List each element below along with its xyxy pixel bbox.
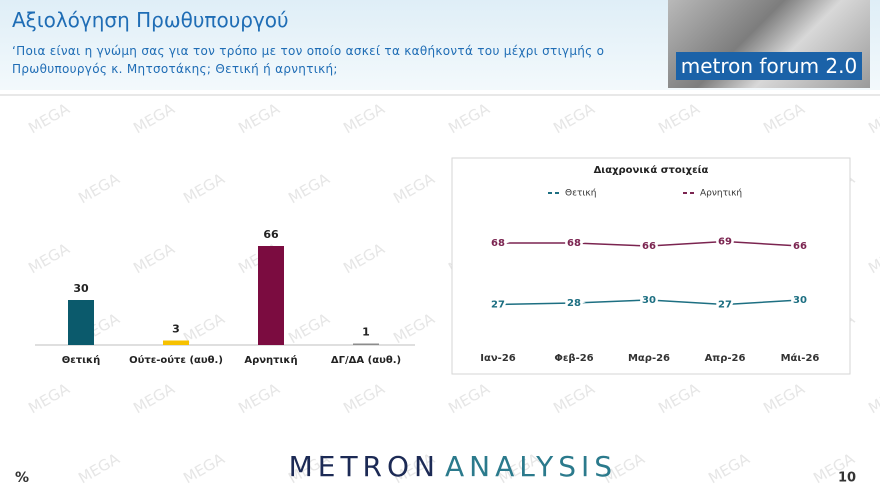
header: Αξιολόγηση Πρωθυπουργού ‘Ποια είναι η γν… bbox=[0, 0, 880, 90]
watermark: MEGA bbox=[130, 379, 178, 417]
watermark: MEGA bbox=[550, 99, 598, 137]
watermark: MEGA bbox=[285, 309, 333, 347]
brand-right: ANALYSIS bbox=[445, 450, 617, 483]
watermark: MEGA bbox=[180, 169, 228, 207]
watermark: MEGA bbox=[285, 169, 333, 207]
value-label: 66 bbox=[793, 241, 807, 252]
bar bbox=[353, 343, 379, 345]
watermark: MEGA bbox=[865, 379, 880, 417]
logo-image: metron forum 2.0 bbox=[668, 0, 870, 88]
title: Αξιολόγηση Πρωθυπουργού bbox=[12, 8, 289, 32]
value-label: 68 bbox=[491, 238, 505, 249]
value-label: 66 bbox=[642, 241, 656, 252]
watermark: MEGA bbox=[760, 99, 808, 137]
watermark: MEGA bbox=[865, 99, 880, 137]
watermark: MEGA bbox=[25, 99, 73, 137]
x-tick-label: Φεβ-26 bbox=[554, 353, 593, 364]
x-tick-label: Ιαν-26 bbox=[480, 353, 516, 364]
value-label: 3 bbox=[172, 323, 180, 336]
x-tick-label: Μαρ-26 bbox=[628, 353, 670, 364]
watermark: MEGA bbox=[130, 239, 178, 277]
subtitle: ‘Ποια είναι η γνώμη σας για τον τρόπο με… bbox=[12, 44, 605, 76]
watermark: MEGA bbox=[760, 379, 808, 417]
logo-text: metron forum 2.0 bbox=[676, 52, 862, 80]
value-label: 30 bbox=[73, 282, 89, 295]
legend-label: Αρνητική bbox=[700, 189, 742, 199]
value-label: 66 bbox=[263, 228, 279, 241]
bar bbox=[163, 340, 189, 345]
x-tick-label: Μάι-26 bbox=[781, 352, 820, 364]
page-number: 10 bbox=[838, 471, 856, 486]
bar bbox=[68, 300, 94, 345]
watermark: MEGA bbox=[25, 379, 73, 417]
unit: % bbox=[15, 470, 29, 486]
x-tick-label: Θετική bbox=[62, 354, 101, 366]
line bbox=[498, 240, 801, 247]
watermark: MEGA bbox=[235, 99, 283, 137]
line-title: Διαχρονικά στοιχεία bbox=[594, 164, 709, 176]
bar bbox=[258, 246, 284, 345]
x-tick-label: Ούτε-ούτε (αυθ.) bbox=[129, 354, 223, 366]
watermark: MEGA bbox=[180, 449, 228, 487]
watermark: MEGA bbox=[865, 239, 880, 277]
value-label: 27 bbox=[491, 300, 505, 311]
line bbox=[497, 299, 801, 306]
x-tick-label: ΔΓ/ΔΑ (αυθ.) bbox=[331, 355, 401, 366]
watermark: MEGA bbox=[340, 239, 388, 277]
x-tick-label: Αρνητική bbox=[244, 354, 297, 366]
brand-left: METRON bbox=[289, 450, 440, 483]
watermark: MEGA bbox=[390, 169, 438, 207]
value-label: 1 bbox=[362, 326, 370, 339]
watermark: MEGA bbox=[340, 99, 388, 137]
value-label: 30 bbox=[642, 295, 656, 306]
value-label: 27 bbox=[718, 300, 732, 311]
watermark: MEGA bbox=[75, 169, 123, 207]
value-label: 69 bbox=[718, 237, 732, 248]
watermark: MEGA bbox=[445, 379, 493, 417]
watermark: MEGA bbox=[25, 239, 73, 277]
watermark: MEGA bbox=[655, 379, 703, 417]
watermark: MEGA bbox=[655, 99, 703, 137]
watermark: MEGA bbox=[705, 449, 753, 487]
value-label: 28 bbox=[567, 298, 581, 309]
legend-label: Θετική bbox=[565, 189, 596, 199]
value-label: 68 bbox=[567, 238, 581, 249]
line-panel bbox=[451, 157, 851, 375]
x-tick-label: Απρ-26 bbox=[705, 353, 746, 364]
watermark: MEGA bbox=[75, 449, 123, 487]
watermark: MEGA bbox=[235, 379, 283, 417]
watermark: MEGA bbox=[390, 309, 438, 347]
watermark: MEGA bbox=[550, 379, 598, 417]
watermark: MEGA bbox=[445, 99, 493, 137]
watermark: MEGA bbox=[340, 379, 388, 417]
watermark: MEGA bbox=[130, 99, 178, 137]
value-label: 30 bbox=[793, 295, 807, 306]
